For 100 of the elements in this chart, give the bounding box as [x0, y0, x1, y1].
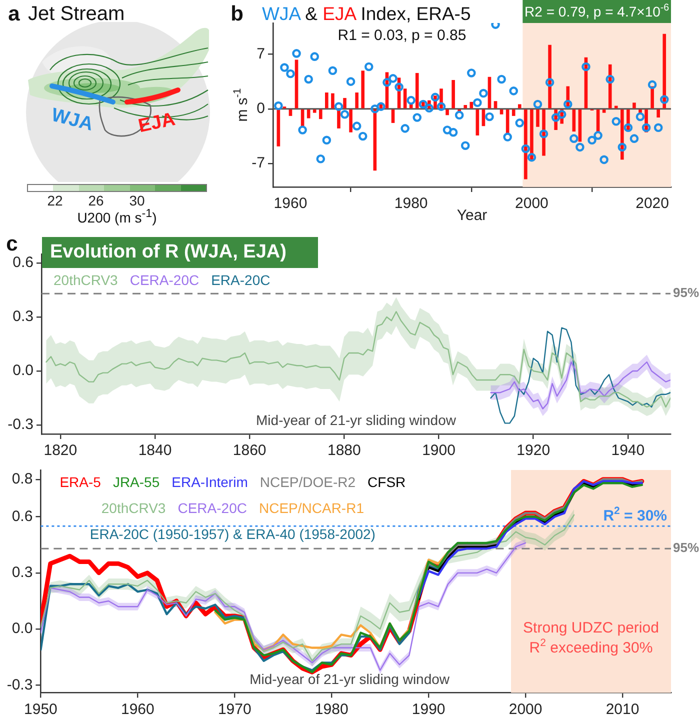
y-tick-label: 0.6: [12, 254, 34, 272]
y-tick-label: -0.3: [8, 416, 34, 434]
bar: [488, 76, 492, 108]
x-tick-label: 2000: [515, 195, 548, 212]
bar: [325, 92, 328, 108]
bar: [318, 110, 322, 120]
bar: [524, 110, 528, 180]
bar: [470, 102, 474, 108]
text: 20thCRV3: [101, 500, 166, 516]
x-tick-label: 1960: [120, 700, 154, 717]
bar: [452, 80, 455, 108]
bar: [572, 110, 576, 132]
x-tick-label: 1820: [44, 442, 78, 460]
annotation: Mid-year of 21-yr sliding window: [256, 412, 457, 428]
bar: [602, 110, 606, 113]
bar: [476, 110, 480, 136]
bar: [361, 70, 365, 108]
text: Jet Stream: [28, 3, 125, 25]
text: ERA-20C (1950-1957) & ERA-40 (1958-2002): [90, 526, 376, 542]
y-tick-label: -7: [252, 154, 265, 172]
bar: [403, 88, 407, 108]
y-tick-label: 0: [256, 100, 265, 118]
y-tick-label: -0.3: [6, 676, 33, 694]
chart-title: Evolution of R (WJA, EJA): [50, 241, 286, 263]
text: c: [6, 232, 18, 256]
y-tick-label: 0.6: [12, 508, 33, 525]
bar: [500, 110, 504, 114]
x-tick-label: 1980: [314, 700, 348, 717]
bar: [337, 110, 340, 128]
text: 95%: [672, 540, 700, 556]
bar: [464, 105, 468, 108]
bar: [355, 92, 358, 108]
bar: [391, 110, 395, 123]
text: 22: [47, 192, 63, 209]
x-tick-label: 1960: [274, 195, 308, 212]
text: CFSR: [368, 474, 406, 490]
text: WJA: [48, 104, 96, 136]
bar: [536, 110, 540, 127]
bar: [620, 110, 624, 160]
bar: [530, 110, 534, 160]
bar: [632, 102, 636, 108]
bar: [343, 98, 346, 108]
bar: [312, 110, 316, 113]
x-tick-label: 1940: [611, 442, 645, 460]
text: 26: [88, 192, 104, 209]
x-tick-label: 1980: [394, 195, 428, 212]
text: ERA-5: [60, 474, 101, 490]
text: 20thCRV3: [54, 272, 118, 288]
x-tick-label: 1900: [422, 442, 456, 460]
chart-title: WJA & EJA Index, ERA-5: [262, 2, 471, 24]
x-tick-label: 2000: [508, 700, 542, 717]
y-tick-label: 0.8: [12, 470, 33, 488]
bar: [512, 110, 516, 116]
bar: [614, 106, 618, 108]
bar: [294, 60, 298, 108]
bar: [518, 104, 522, 108]
bar: [494, 101, 498, 108]
annotation: R1 = 0.03, p = 0.85: [338, 27, 466, 44]
x-tick-label: 1880: [327, 442, 361, 460]
text: CERA-20C: [178, 500, 247, 516]
annotation: Mid-year of 21-yr sliding window: [250, 671, 450, 688]
text: 95%: [673, 285, 700, 300]
bar: [578, 110, 582, 142]
bar: [415, 72, 419, 108]
bar: [331, 93, 334, 108]
bar: [662, 34, 666, 108]
color-bar-title: U200 (m s$^{-1}$): [77, 206, 157, 226]
bar: [288, 110, 292, 116]
bar: [608, 64, 612, 108]
text: EJA: [136, 108, 178, 138]
y-tick-label: 0.0: [12, 620, 33, 638]
x-tick-label: 1840: [138, 442, 172, 460]
x-tick-label: 1860: [232, 442, 266, 460]
bar: [349, 110, 352, 132]
y-axis-title: m s-1: [232, 88, 252, 122]
text: b: [230, 2, 244, 26]
text: 30: [129, 192, 145, 209]
x-tick-label: 2010: [606, 700, 640, 717]
bar: [306, 110, 310, 118]
bar: [482, 110, 486, 126]
bar: [548, 44, 552, 108]
text: CERA-20C: [130, 272, 200, 288]
y-tick-label: 0.3: [12, 308, 34, 326]
text: NCEP/DOE-R2: [260, 474, 356, 490]
bar: [656, 110, 660, 118]
text: ERA-Interim: [172, 474, 248, 490]
text: a: [8, 2, 20, 26]
text: NCEP/NCAR-R1: [258, 500, 364, 516]
y-tick-label: 7: [256, 45, 265, 62]
x-tick-label: 1950: [24, 700, 58, 717]
text: JRA-55: [112, 474, 160, 490]
x-tick-label: 2020: [636, 195, 669, 212]
x-tick-label: 1970: [218, 700, 252, 717]
x-tick-label: 1920: [516, 442, 550, 460]
x-axis-title: Year: [456, 207, 488, 224]
x-tick-label: 1990: [412, 700, 446, 717]
bar: [446, 110, 449, 116]
bar: [276, 110, 280, 146]
text: ERA-20C: [211, 272, 270, 288]
y-tick-label: 0.0: [12, 362, 34, 380]
